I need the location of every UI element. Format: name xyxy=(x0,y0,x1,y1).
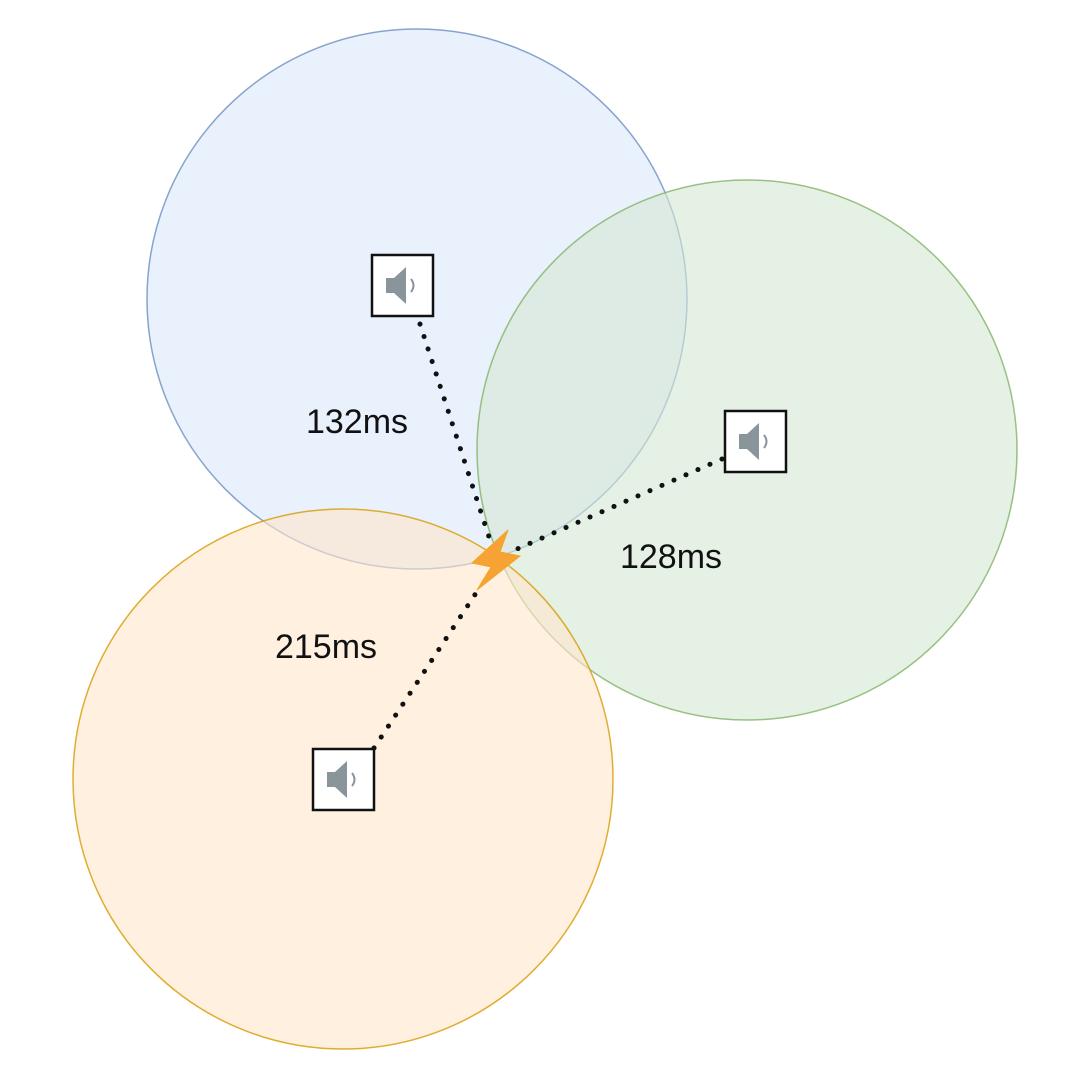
speaker-sensor-green xyxy=(723,409,788,474)
distance-line-green xyxy=(505,456,725,556)
lightning-bolt-icon xyxy=(470,529,522,591)
delay-label-blue: 132ms xyxy=(306,403,408,441)
sensor-box xyxy=(311,747,376,812)
speaker-icon xyxy=(386,267,415,304)
delay-label-orange: 215ms xyxy=(275,628,377,666)
delay-label-green: 128ms xyxy=(620,538,722,576)
speaker-sensor-orange xyxy=(311,747,376,812)
speaker-icon xyxy=(739,423,768,460)
speaker-icon xyxy=(327,761,356,798)
distance-line-blue xyxy=(417,321,492,540)
speaker-sensor-blue xyxy=(370,253,435,318)
